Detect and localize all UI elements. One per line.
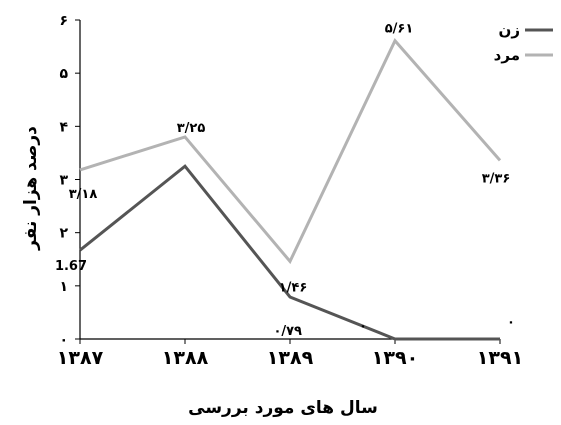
y-tick-label: ۳ (59, 173, 68, 189)
data-label: ۳/۲۵ (177, 121, 206, 136)
y-axis-title: درصد هزار نفر (21, 126, 41, 251)
legend: زن مرد (494, 21, 553, 64)
y-tick-label: ۵ (59, 66, 68, 82)
legend-label: زن (499, 21, 520, 39)
series-group (79, 38, 502, 341)
data-label: ۰ (507, 315, 515, 330)
y-axis-ticks: ۰ ۱ ۲ ۳ ۴ ۵ ۶ (59, 13, 80, 348)
series-line-female (79, 164, 500, 341)
series-line-male (79, 38, 502, 265)
data-label: ۳/۱۸ (69, 187, 98, 202)
y-tick-label: ۴ (59, 119, 68, 135)
x-tick-label: ۱۳۹۱ (477, 347, 523, 369)
data-label: ۰ (359, 319, 367, 334)
y-tick-label: ۶ (59, 13, 68, 29)
data-label: ۵/۶۱ (385, 22, 414, 37)
data-label: ۳/۳۶ (482, 171, 511, 186)
legend-label: مرد (494, 46, 520, 64)
data-label: ۱/۴۶ (279, 280, 308, 295)
y-tick-label: ۲ (59, 226, 68, 242)
x-tick-label: ۱۳۸۷ (57, 347, 104, 369)
data-label: ۰/۷۹ (273, 324, 302, 339)
data-label: 1.67 (55, 259, 87, 274)
x-tick-label: ۱۳۹۰ (372, 347, 418, 369)
data-labels: 1.67 ۳/۲۵ ۰/۷۹ ۰ ۰ ۳/۱۸ ۱/۴۶ ۵/۶۱ ۳/۳۶ (55, 22, 515, 339)
y-tick-label: ۰ (59, 332, 68, 348)
x-axis-ticks: ۱۳۸۷ ۱۳۸۸ ۱۳۸۹ ۱۳۹۰ ۱۳۹۱ (57, 339, 523, 369)
x-tick-label: ۱۳۸۸ (162, 347, 209, 369)
y-tick-label: ۱ (59, 279, 68, 295)
x-axis-title: سال های مورد بررسی (188, 398, 378, 418)
x-tick-label: ۱۳۸۹ (267, 347, 314, 369)
